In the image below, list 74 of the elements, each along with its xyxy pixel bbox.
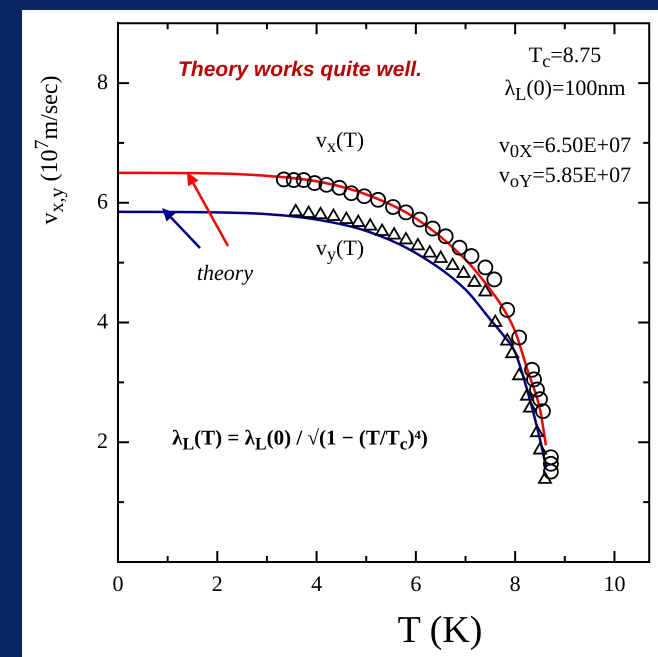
x-axis-title: T (K) <box>398 608 482 652</box>
annotation: v$_{0X}$=6.50E+07 <box>498 132 632 162</box>
annotation: T$_{c}$=8.75 <box>528 42 602 72</box>
point <box>523 400 538 413</box>
point <box>422 245 437 258</box>
point <box>526 372 542 388</box>
point <box>535 403 551 420</box>
point <box>288 204 303 216</box>
x-tick-label: 4 <box>311 570 322 596</box>
point <box>505 346 520 358</box>
point <box>434 250 448 263</box>
point <box>398 204 414 220</box>
point <box>478 284 492 296</box>
point <box>410 238 425 250</box>
annotation: λ$_{L}$(0)=100nm <box>504 74 626 106</box>
point <box>464 248 480 264</box>
point <box>339 212 354 224</box>
point <box>385 199 401 215</box>
point <box>306 175 322 191</box>
point <box>343 185 360 202</box>
x-tick-label: 6 <box>410 570 422 596</box>
point <box>467 274 482 287</box>
y-tick-label: 4 <box>97 308 108 334</box>
point <box>511 330 528 346</box>
point <box>499 302 516 318</box>
annotation: λ$_{L}$(T) = λ$_{L}$(0) / √(1 − (T/T$_{c}$)⁴) <box>172 425 428 455</box>
point <box>477 260 494 276</box>
y-tick-label: 8 <box>97 68 108 94</box>
point <box>529 382 545 398</box>
annotation: v$_{oY}$=5.85E+07 <box>498 162 632 192</box>
point <box>500 333 514 346</box>
point <box>512 368 526 380</box>
point <box>456 266 470 278</box>
point <box>398 232 413 244</box>
point <box>446 258 460 270</box>
point <box>530 424 544 438</box>
point <box>543 449 559 466</box>
point <box>520 388 534 401</box>
annotation: theory <box>196 260 254 286</box>
point <box>296 172 312 188</box>
point <box>286 172 302 188</box>
point <box>326 208 340 221</box>
annotation: Theory works quite well. <box>178 58 422 82</box>
series-label: v$_{y}$(T) <box>316 234 364 266</box>
y-tick-label: 6 <box>97 188 108 214</box>
point <box>412 212 428 228</box>
point <box>533 442 547 454</box>
point <box>332 180 348 196</box>
x-tick-label: 2 <box>212 570 223 596</box>
point <box>543 456 559 472</box>
point <box>488 314 502 327</box>
y-tick-label: 2 <box>97 428 108 454</box>
point <box>351 214 366 227</box>
series-label: v$_{x}$(T) <box>316 126 364 158</box>
point <box>438 228 454 244</box>
x-tick-label: 10 <box>603 570 626 596</box>
point <box>370 192 386 208</box>
point <box>532 391 548 408</box>
x-tick-label: 0 <box>112 570 124 596</box>
point <box>314 206 328 220</box>
point <box>486 272 502 288</box>
point <box>424 220 441 236</box>
x-tick-label: 8 <box>510 570 521 596</box>
point <box>375 224 390 236</box>
point <box>302 206 316 218</box>
point <box>318 176 334 193</box>
point <box>363 218 378 231</box>
point <box>543 464 559 480</box>
point <box>356 188 372 204</box>
point <box>452 240 468 256</box>
point <box>387 227 401 240</box>
point <box>276 172 292 188</box>
point <box>524 362 540 378</box>
point <box>538 471 552 484</box>
